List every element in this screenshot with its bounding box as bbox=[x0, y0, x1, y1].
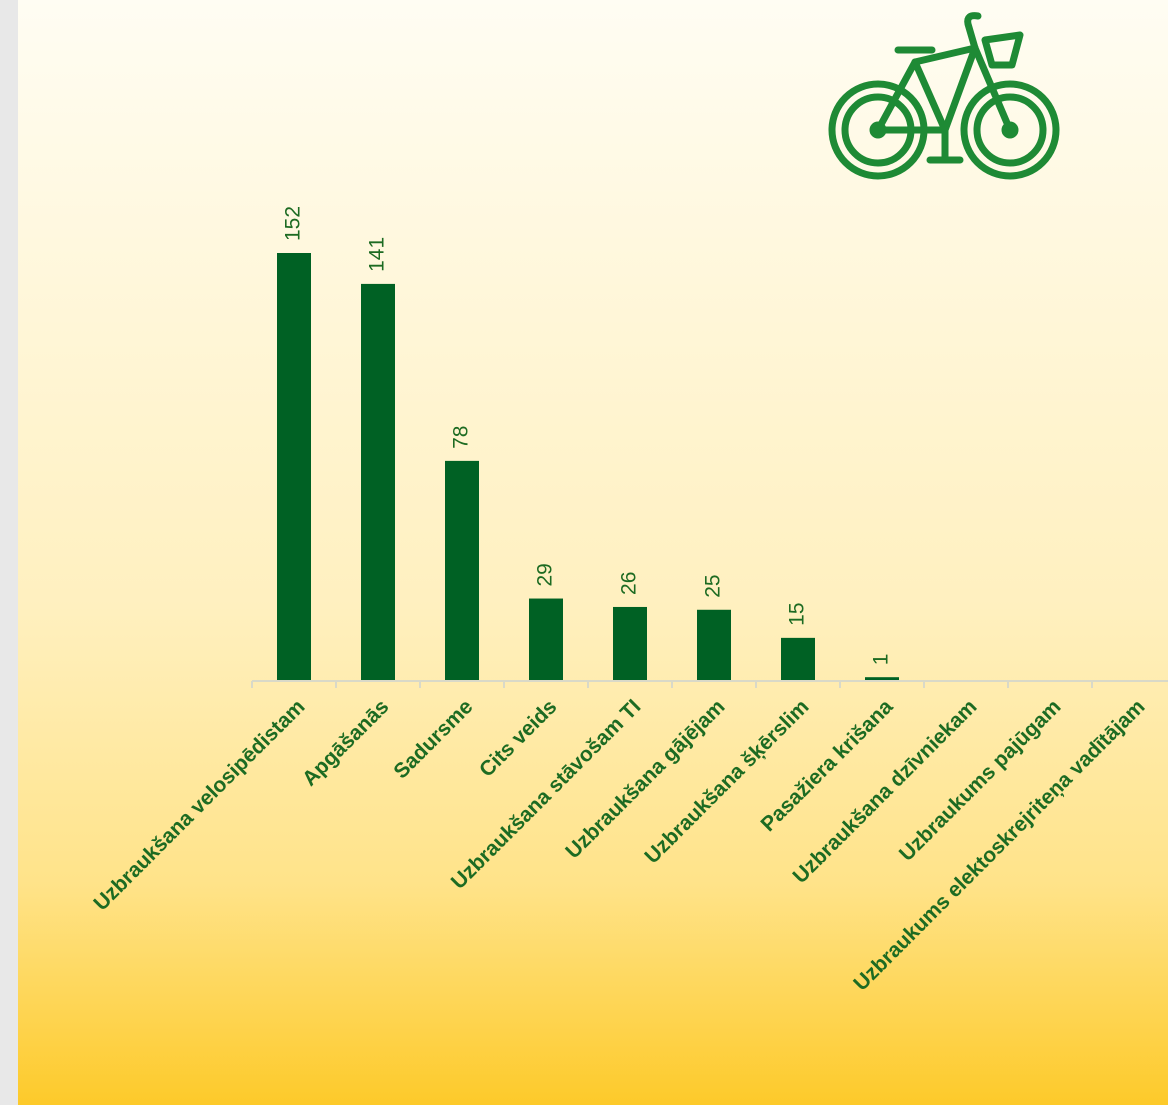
data-label: 15 bbox=[786, 603, 809, 626]
data-label: 25 bbox=[702, 574, 725, 597]
bar bbox=[361, 283, 395, 680]
data-label: 141 bbox=[366, 237, 389, 272]
bar bbox=[865, 677, 899, 680]
bar bbox=[781, 637, 815, 680]
bar bbox=[529, 598, 563, 680]
data-label: 78 bbox=[450, 426, 473, 449]
data-label: 1 bbox=[870, 654, 893, 666]
bar bbox=[277, 253, 311, 680]
bicycle-icon bbox=[828, 12, 1060, 180]
bar bbox=[445, 460, 479, 680]
data-label: 26 bbox=[618, 572, 641, 595]
background bbox=[18, 0, 1168, 1105]
bar bbox=[613, 606, 647, 680]
data-label: 152 bbox=[282, 206, 305, 241]
bar bbox=[697, 609, 731, 680]
data-label: 29 bbox=[534, 563, 557, 586]
